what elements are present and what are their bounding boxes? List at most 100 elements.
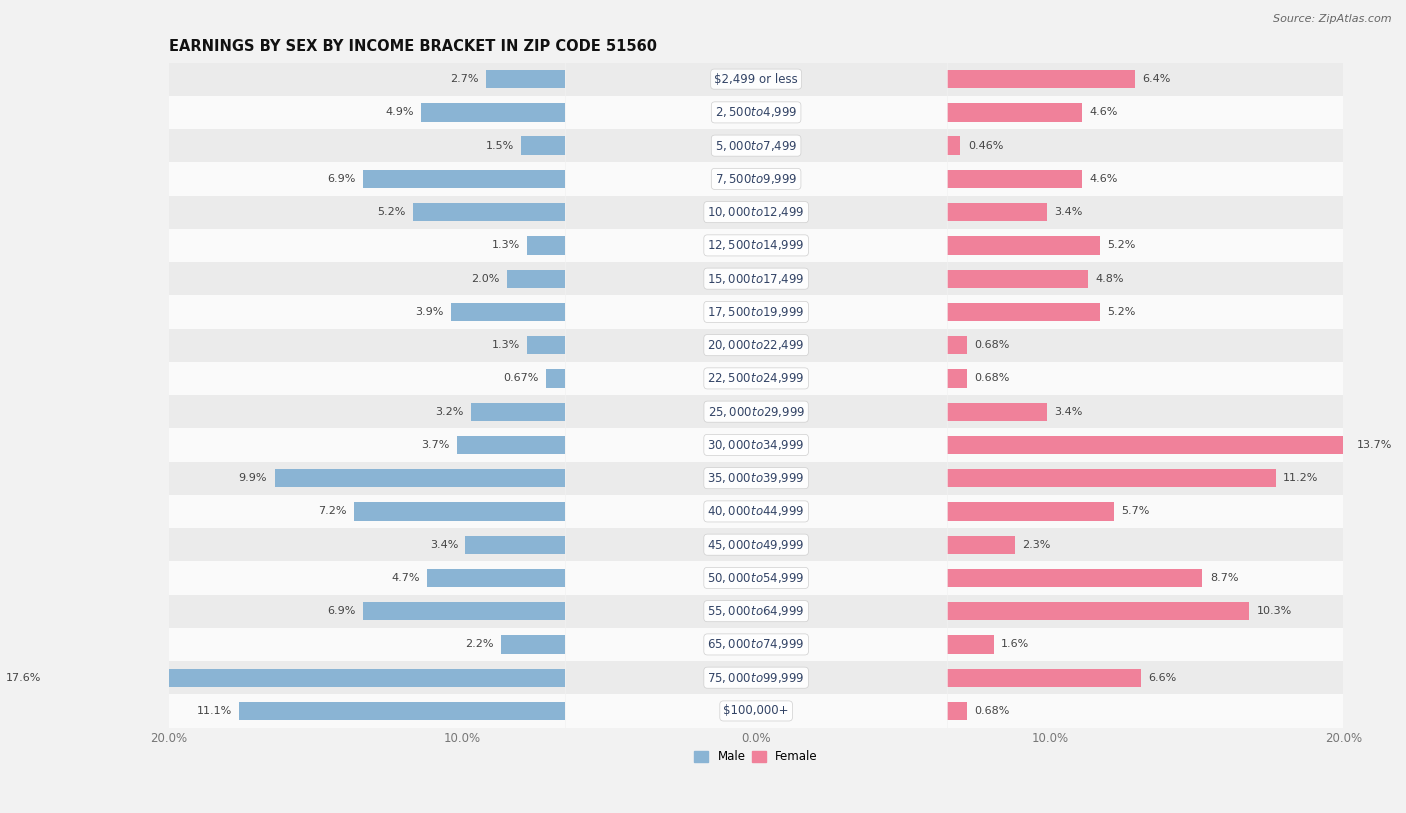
Bar (169, 495, 1343, 528)
Bar (169, 362, 1343, 395)
Text: $25,000 to $29,999: $25,000 to $29,999 (707, 405, 804, 419)
Text: $15,000 to $17,499: $15,000 to $17,499 (707, 272, 804, 285)
Bar (169, 462, 1343, 495)
Bar (948, 668, 1140, 687)
Text: $55,000 to $64,999: $55,000 to $64,999 (707, 604, 804, 618)
Text: 1.3%: 1.3% (492, 241, 520, 250)
Text: $30,000 to $34,999: $30,000 to $34,999 (707, 438, 804, 452)
Text: 6.6%: 6.6% (1149, 672, 1177, 683)
Text: $75,000 to $99,999: $75,000 to $99,999 (707, 671, 804, 685)
Text: $50,000 to $54,999: $50,000 to $54,999 (707, 571, 804, 585)
Bar (948, 336, 967, 354)
Text: 1.5%: 1.5% (485, 141, 513, 150)
Bar (169, 428, 1343, 462)
Bar (948, 103, 1083, 121)
Bar (948, 536, 1015, 554)
Text: 0.46%: 0.46% (967, 141, 1004, 150)
Bar (522, 137, 565, 154)
Bar (506, 269, 565, 288)
Text: 13.7%: 13.7% (1357, 440, 1392, 450)
Text: 1.3%: 1.3% (492, 340, 520, 350)
Bar (471, 402, 565, 421)
Text: 4.6%: 4.6% (1090, 107, 1118, 117)
Bar (948, 469, 1275, 487)
Text: 3.4%: 3.4% (430, 540, 458, 550)
Bar (169, 395, 1343, 428)
Text: 2.3%: 2.3% (1022, 540, 1050, 550)
Bar (948, 302, 1099, 321)
Bar (948, 436, 1350, 454)
Bar (948, 203, 1047, 221)
Text: 11.1%: 11.1% (197, 706, 232, 716)
Bar (169, 594, 1343, 628)
Bar (169, 561, 1343, 594)
Bar (527, 336, 565, 354)
Bar (169, 195, 1343, 228)
Text: $20,000 to $22,499: $20,000 to $22,499 (707, 338, 804, 352)
Legend: Male, Female: Male, Female (689, 746, 823, 768)
Text: 2.7%: 2.7% (450, 74, 478, 84)
Text: 0.67%: 0.67% (503, 373, 538, 384)
Text: 6.9%: 6.9% (328, 606, 356, 616)
Bar (169, 328, 1343, 362)
Text: 10.3%: 10.3% (1257, 606, 1292, 616)
Bar (169, 129, 1343, 163)
Bar (465, 536, 565, 554)
Text: $2,499 or less: $2,499 or less (714, 72, 799, 85)
Text: 4.6%: 4.6% (1090, 174, 1118, 184)
Text: 0.68%: 0.68% (974, 340, 1010, 350)
Text: $12,500 to $14,999: $12,500 to $14,999 (707, 238, 804, 252)
Text: $45,000 to $49,999: $45,000 to $49,999 (707, 537, 804, 552)
Bar (948, 369, 967, 388)
Bar (948, 702, 967, 720)
Bar (527, 237, 565, 254)
Text: 2.0%: 2.0% (471, 274, 499, 284)
Bar (274, 469, 565, 487)
Bar (948, 70, 1135, 89)
Text: 4.9%: 4.9% (385, 107, 413, 117)
Text: $22,500 to $24,999: $22,500 to $24,999 (707, 372, 804, 385)
Text: 8.7%: 8.7% (1209, 573, 1239, 583)
Text: $5,000 to $7,499: $5,000 to $7,499 (714, 139, 797, 153)
Text: 5.2%: 5.2% (377, 207, 405, 217)
Bar (239, 702, 565, 720)
Text: 1.6%: 1.6% (1001, 640, 1029, 650)
Text: $65,000 to $74,999: $65,000 to $74,999 (707, 637, 804, 651)
Text: $17,500 to $19,999: $17,500 to $19,999 (707, 305, 804, 319)
Bar (422, 103, 565, 121)
Text: 6.9%: 6.9% (328, 174, 356, 184)
Bar (169, 63, 1343, 96)
Text: 3.4%: 3.4% (1054, 207, 1083, 217)
Bar (169, 528, 1343, 561)
Text: 11.2%: 11.2% (1284, 473, 1319, 483)
Bar (169, 628, 1343, 661)
Bar (451, 302, 565, 321)
Bar (363, 602, 565, 620)
Text: 0.68%: 0.68% (974, 706, 1010, 716)
Bar (354, 502, 565, 520)
Bar (948, 170, 1083, 188)
Bar (948, 402, 1047, 421)
Bar (169, 96, 1343, 129)
Bar (948, 137, 960, 154)
Text: $35,000 to $39,999: $35,000 to $39,999 (707, 472, 804, 485)
Text: 4.7%: 4.7% (391, 573, 420, 583)
Bar (169, 228, 1343, 262)
Bar (501, 635, 565, 654)
Bar (169, 262, 1343, 295)
Text: $100,000+: $100,000+ (723, 704, 789, 717)
Text: 4.8%: 4.8% (1095, 274, 1123, 284)
Bar (486, 70, 565, 89)
Text: EARNINGS BY SEX BY INCOME BRACKET IN ZIP CODE 51560: EARNINGS BY SEX BY INCOME BRACKET IN ZIP… (169, 39, 657, 54)
Text: 5.2%: 5.2% (1107, 307, 1136, 317)
Text: 3.4%: 3.4% (1054, 406, 1083, 416)
Text: 9.9%: 9.9% (239, 473, 267, 483)
Bar (948, 269, 1088, 288)
Text: 3.7%: 3.7% (420, 440, 450, 450)
Bar (412, 203, 565, 221)
Text: 2.2%: 2.2% (465, 640, 494, 650)
Bar (169, 295, 1343, 328)
Bar (948, 502, 1115, 520)
Text: 0.68%: 0.68% (974, 373, 1010, 384)
Bar (427, 569, 565, 587)
